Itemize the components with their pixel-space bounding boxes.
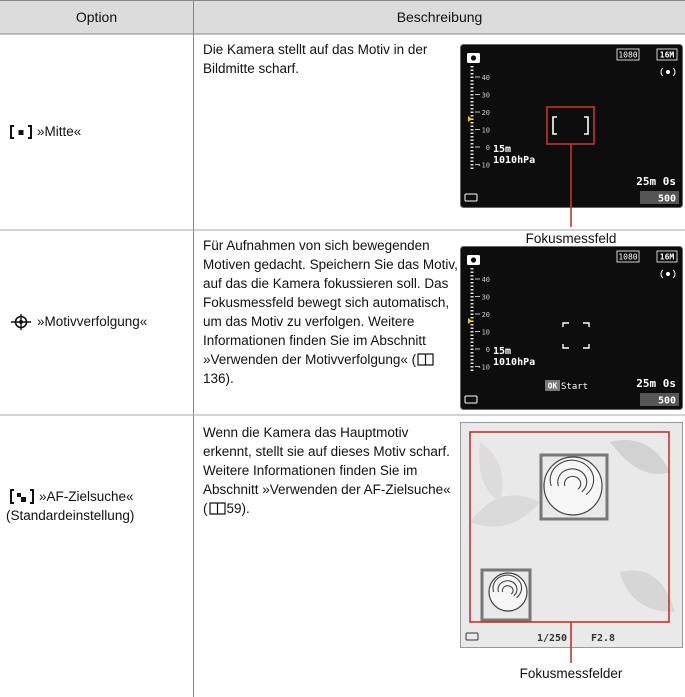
flower-petal xyxy=(492,574,523,599)
focus-frame xyxy=(480,568,532,622)
screen-bg xyxy=(460,44,683,208)
ok-box xyxy=(545,380,560,391)
stabilizer-dot xyxy=(666,272,670,276)
battery-icon xyxy=(465,632,479,641)
depth-label: 40 xyxy=(482,276,490,284)
focus-frame xyxy=(539,453,609,521)
remaining-shots: 500 xyxy=(658,396,676,407)
size-box xyxy=(656,250,678,263)
flower xyxy=(543,456,603,516)
description: Die Kamera stellt auf das Motiv in der B… xyxy=(203,42,428,76)
focus-highlight xyxy=(469,431,670,623)
format-box xyxy=(616,250,640,263)
depth-marker xyxy=(468,318,472,324)
depth-label: 30 xyxy=(482,92,490,100)
depth-label: -10 xyxy=(477,162,490,170)
description: Wenn die Kamera das Hauptmotiv erkennt, … xyxy=(203,423,458,518)
icon xyxy=(11,313,31,330)
camera-lens xyxy=(470,257,477,263)
leaf xyxy=(470,495,540,527)
description-tail: ). xyxy=(225,371,234,386)
format: 1080 xyxy=(618,51,637,60)
stabilizer-dot xyxy=(666,70,670,74)
camera-lens xyxy=(470,55,477,61)
screen: 1/250 F2.8 xyxy=(460,422,683,648)
camera-icon xyxy=(467,255,480,265)
leaf xyxy=(620,570,675,612)
leaf xyxy=(479,442,503,502)
camera-icon xyxy=(467,53,480,63)
depth-label: 0 xyxy=(486,144,490,152)
option-label: »Motivverfolgung« xyxy=(37,314,148,329)
option: »Motivverfolgung« xyxy=(10,312,147,331)
pressure: 1010hPa xyxy=(493,155,535,166)
depth-label: 30 xyxy=(482,294,490,302)
shutter: 1/250 xyxy=(537,633,567,644)
depth-label: 0 xyxy=(486,346,490,354)
shots-box xyxy=(640,191,679,204)
caption: Fokusmessfelder xyxy=(520,666,623,681)
size-box xyxy=(656,48,678,61)
option-note: (Standardeinstellung) xyxy=(6,508,135,523)
size: 16M xyxy=(660,253,675,262)
battery-icon xyxy=(464,395,478,404)
leaf xyxy=(610,440,670,474)
stabilizer-icon xyxy=(660,269,676,279)
depth-label: 20 xyxy=(482,109,490,117)
flower-petal xyxy=(549,459,595,496)
caption: Fokusmessfeld xyxy=(526,231,617,246)
description-text: Weitere Informationen finden Sie im Absc… xyxy=(203,463,451,516)
screen-bg xyxy=(460,246,683,410)
book-icon xyxy=(208,502,226,515)
size: 16M xyxy=(660,51,675,60)
flower xyxy=(488,572,528,612)
header-option: Option xyxy=(0,0,193,34)
option: »Mitte« xyxy=(10,122,81,141)
flower-petal xyxy=(557,468,588,493)
flower-petal xyxy=(501,585,514,595)
format-box xyxy=(616,48,640,61)
option: »AF-Zielsuche« xyxy=(10,487,134,506)
depth-label: 40 xyxy=(482,74,490,82)
remaining-shots: 500 xyxy=(658,194,676,205)
description: Für Aufnahmen von sich bewegenden Motive… xyxy=(203,236,458,388)
depth-label: -10 xyxy=(477,364,490,372)
depth-label: 10 xyxy=(482,329,490,337)
photo-bg xyxy=(460,422,683,648)
focus-highlight xyxy=(546,106,595,145)
depth-marker xyxy=(468,116,472,122)
header-description: Beschreibung xyxy=(194,0,685,34)
format: 1080 xyxy=(618,253,637,262)
ok: OK xyxy=(548,382,558,391)
tracking-frame xyxy=(562,322,590,349)
stabilizer-icon xyxy=(660,67,676,77)
aperture: F2.8 xyxy=(591,633,615,644)
description-text: Für Aufnahmen von sich bewegenden Motive… xyxy=(203,238,458,367)
description-text: Wenn die Kamera das Hauptmotiv erkennt, … xyxy=(203,425,450,459)
description-tail: ). xyxy=(241,501,250,516)
flower-petal xyxy=(563,475,582,490)
book-icon xyxy=(417,353,434,366)
page-ref: 59 xyxy=(226,501,242,516)
remaining-time: 25m 0s xyxy=(636,175,676,188)
pressure: 1010hPa xyxy=(493,357,535,368)
depth-label: 20 xyxy=(482,311,490,319)
icon xyxy=(10,489,34,504)
option-label: »Mitte« xyxy=(37,124,82,139)
battery-icon xyxy=(464,193,478,202)
page-ref: 136 xyxy=(203,371,226,386)
option-label: »AF-Zielsuche« xyxy=(39,489,134,504)
shots-box xyxy=(640,393,679,406)
focus-bracket xyxy=(552,116,589,135)
icon xyxy=(10,124,32,139)
depth-label: 10 xyxy=(482,127,490,135)
start: Start xyxy=(561,382,588,392)
depth: 15m xyxy=(493,144,511,155)
flower-petal xyxy=(497,580,518,597)
remaining-time: 25m 0s xyxy=(636,377,676,390)
depth: 15m xyxy=(493,346,511,357)
